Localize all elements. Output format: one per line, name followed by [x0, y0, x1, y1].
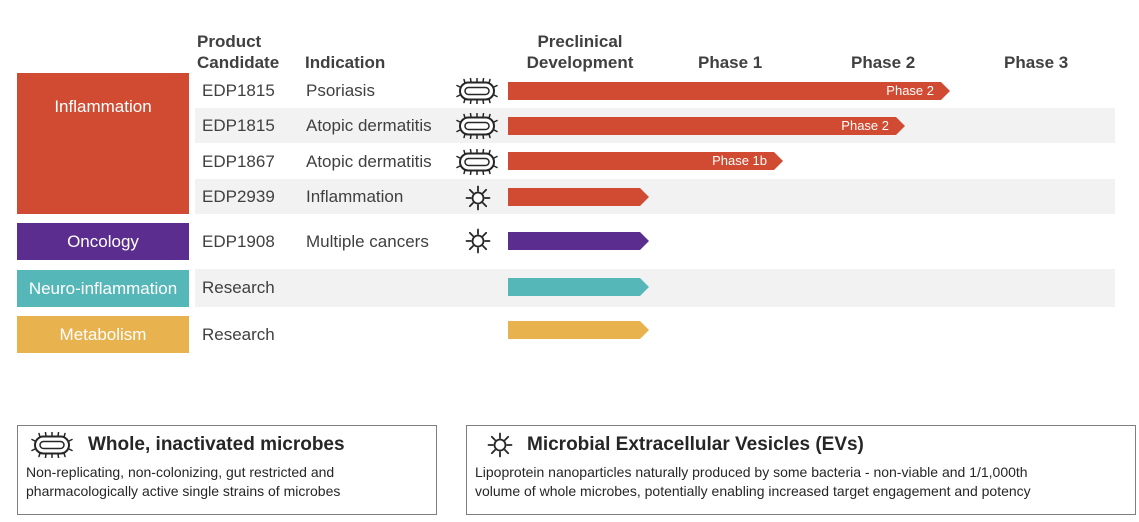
row-background — [195, 179, 1115, 214]
product-candidate: Research — [202, 278, 275, 297]
indication: Atopic dermatitis — [306, 116, 432, 135]
category-inflammation: Inflammation — [17, 73, 189, 214]
pipeline-bar — [508, 232, 649, 250]
pipeline-bar: Phase 1b — [508, 152, 783, 170]
product-candidate: EDP1815 — [202, 116, 275, 135]
whole-microbe-icon — [456, 113, 498, 139]
legend-title: Microbial Extracellular Vesicles (EVs) — [527, 434, 864, 455]
indication: Psoriasis — [306, 81, 375, 100]
category-oncology: Oncology — [17, 223, 189, 260]
header-preclinical: Preclinical Development — [526, 32, 634, 72]
pipeline-bar: Phase 2 — [508, 117, 905, 135]
header-indication: Indication — [305, 53, 386, 72]
legend-extracellular-vesicles: Microbial Extracellular Vesicles (EVs) L… — [466, 425, 1136, 515]
bar-shape — [508, 188, 649, 206]
bar-shape — [508, 117, 905, 135]
pipeline-bar — [508, 321, 649, 339]
bar-shape — [508, 82, 950, 100]
bar-arrow — [508, 278, 649, 296]
header-phase-2: Phase 2 — [851, 53, 916, 72]
bar-arrow — [508, 321, 649, 339]
whole-microbe-icon — [456, 149, 498, 175]
legend-title: Whole, inactivated microbes — [88, 434, 345, 455]
category-neuro-inflammation: Neuro-inflammation — [17, 270, 189, 307]
product-candidate: EDP1867 — [202, 152, 275, 171]
pipeline-bar: Phase 2 — [508, 82, 950, 100]
bar-arrow — [508, 82, 950, 100]
category-label: Metabolism — [59, 324, 147, 344]
bar-shape — [508, 232, 649, 250]
bar-arrow — [508, 232, 649, 250]
bar-shape — [508, 152, 783, 170]
extracellular-vesicle-icon — [465, 228, 491, 254]
pipeline-bar — [508, 188, 649, 206]
whole-microbe-icon — [31, 432, 73, 458]
legend-whole-microbes: Whole, inactivated microbes Non-replicat… — [17, 425, 437, 515]
product-candidate: EDP1815 — [202, 81, 275, 100]
indication: Inflammation — [306, 187, 404, 206]
extracellular-vesicle-icon — [487, 432, 513, 458]
whole-microbe-icon — [456, 78, 498, 104]
bar-label: Phase 1b — [712, 153, 767, 168]
bar-shape — [508, 278, 649, 296]
bar-arrow — [508, 117, 905, 135]
product-candidate: Research — [202, 325, 275, 344]
category-metabolism: Metabolism — [17, 316, 189, 353]
category-label: Oncology — [67, 231, 139, 251]
legend-description: Non-replicating, non-colonizing, gut res… — [26, 464, 341, 499]
bar-arrow — [508, 188, 649, 206]
bar-label: Phase 2 — [841, 118, 889, 133]
header-product-candidate: Product Candidate — [197, 32, 280, 72]
row-background — [195, 269, 1115, 307]
legend-description: Lipoprotein nanoparticles naturally prod… — [475, 464, 1031, 499]
bar-label: Phase 2 — [886, 83, 934, 98]
category-label: Neuro-inflammation — [28, 278, 178, 298]
pipeline-bar — [508, 278, 649, 296]
header-phase-3: Phase 3 — [1004, 53, 1069, 72]
category-label: Inflammation — [54, 97, 152, 116]
product-candidate: EDP1908 — [202, 232, 275, 251]
header-phase-1: Phase 1 — [698, 53, 763, 72]
indication: Multiple cancers — [306, 232, 429, 251]
bar-arrow — [508, 152, 783, 170]
extracellular-vesicle-icon — [465, 185, 491, 211]
product-candidate: EDP2939 — [202, 187, 275, 206]
indication: Atopic dermatitis — [306, 152, 432, 171]
bar-shape — [508, 321, 649, 339]
